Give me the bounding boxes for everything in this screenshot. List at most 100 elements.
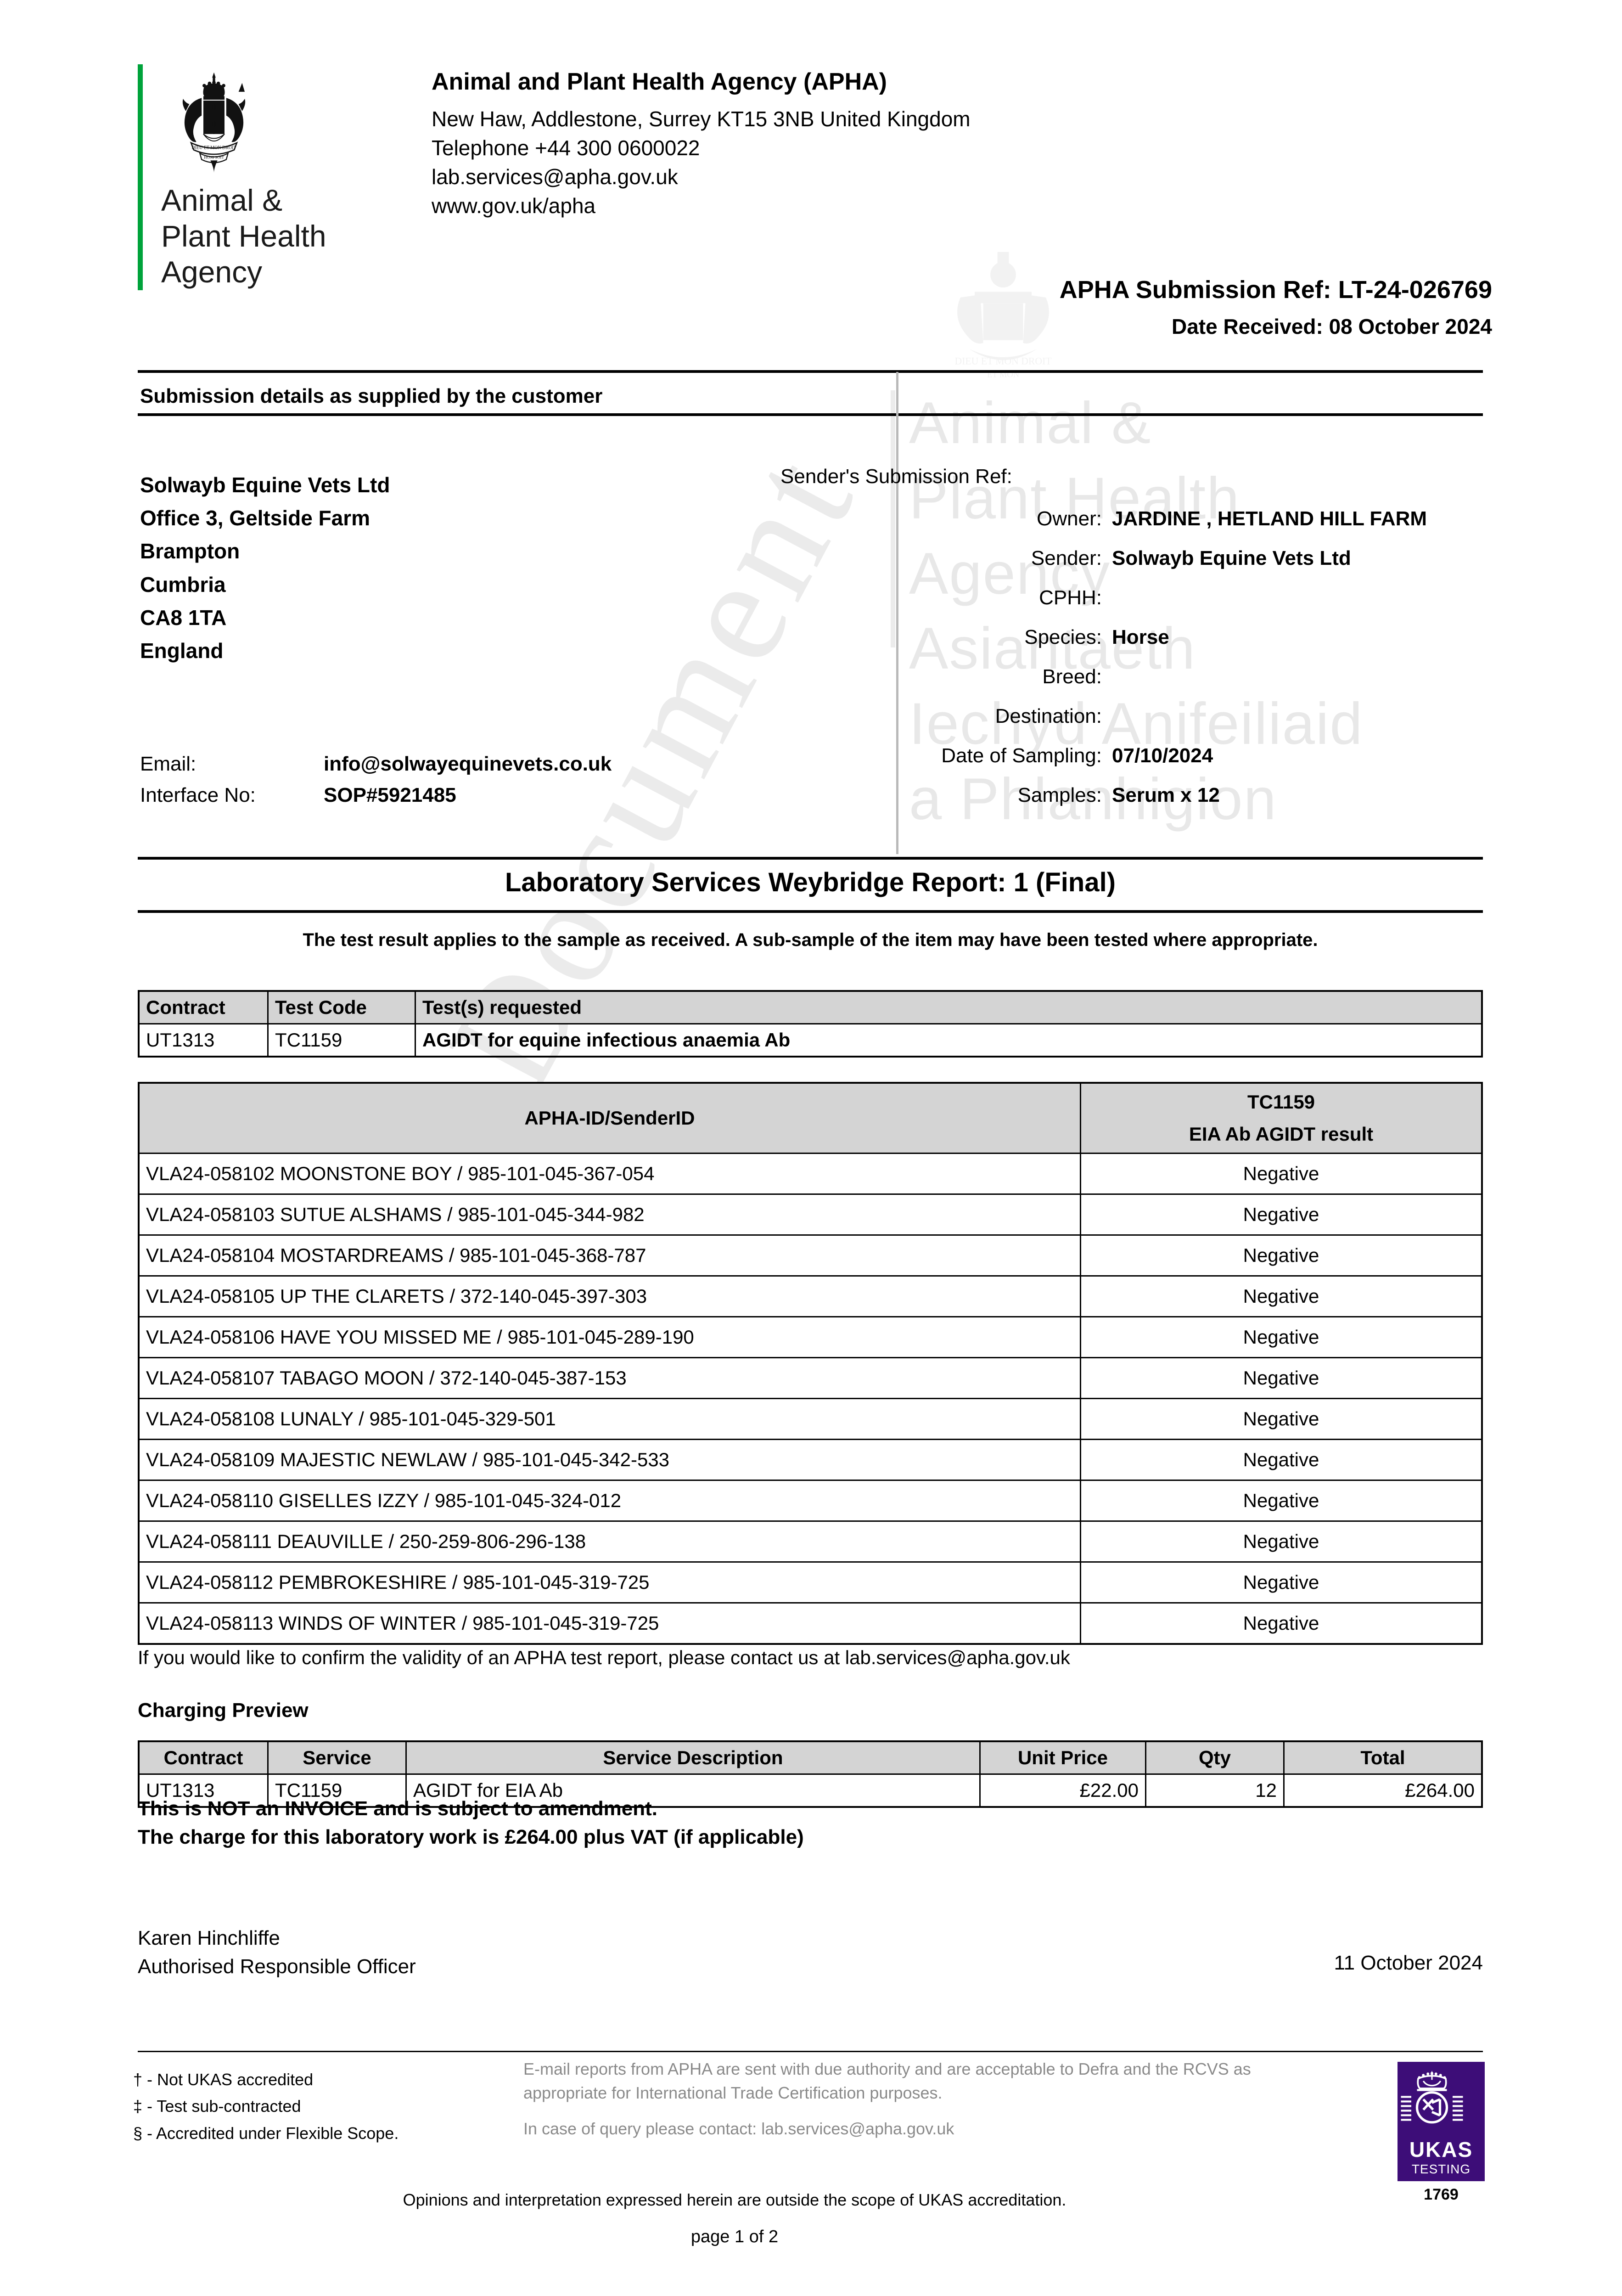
table-row: VLA24-058112 PEMBROKESHIRE / 985-101-045… xyxy=(138,1561,1483,1604)
results-table: APHA-ID/SenderID TC1159 EIA Ab AGIDT res… xyxy=(138,1082,1483,1645)
cell-sample-id: VLA24-058110 GISELLES IZZY / 985-101-045… xyxy=(138,1480,1081,1522)
table-row: UT1313 TC1159 AGIDT for equine infectiou… xyxy=(138,1023,1483,1058)
logo-accent-bar xyxy=(138,64,143,290)
ukas-crown-icon xyxy=(1401,2071,1463,2124)
logo-wordmark: Animal & Plant Health Agency xyxy=(161,183,326,289)
notice-line-2: The charge for this laboratory work is £… xyxy=(138,1826,804,1849)
table-header-row: Contract Test Code Test(s) requested xyxy=(138,990,1483,1024)
cell-unit-price: £22.00 xyxy=(979,1773,1146,1808)
footnote-item: ‡ - Test sub-contracted xyxy=(133,2097,301,2116)
signoff-date: 11 October 2024 xyxy=(1334,1952,1483,1974)
detail-label: CPHH: xyxy=(1039,586,1102,609)
col-apha-id: APHA-ID/SenderID xyxy=(138,1082,1081,1154)
cell-contract: UT1313 xyxy=(138,1773,269,1808)
cell-sample-id: VLA24-058102 MOONSTONE BOY / 985-101-045… xyxy=(138,1153,1081,1195)
agency-address: New Haw, Addlestone, Surrey KT15 3NB Uni… xyxy=(432,107,971,131)
col-service: Service xyxy=(267,1740,407,1775)
submission-details-list: Sender's Submission Ref: Owner: JARDINE ,… xyxy=(780,467,1483,825)
cell-result: Negative xyxy=(1080,1193,1483,1236)
table-row: VLA24-058109 MAJESTIC NEWLAW / 985-101-0… xyxy=(138,1439,1483,1481)
customer-address-line: Solwayb Equine Vets Ltd xyxy=(140,473,390,497)
agency-telephone: Telephone +44 300 0600022 xyxy=(432,136,700,160)
cell-qty: 12 xyxy=(1145,1773,1285,1808)
cell-sample-id: VLA24-058104 MOSTARDREAMS / 985-101-045-… xyxy=(138,1234,1081,1277)
col-test-code: Test Code xyxy=(267,990,416,1024)
table-row: UT1313 TC1159 AGIDT for EIA Ab £22.00 12… xyxy=(138,1773,1483,1808)
table-row: VLA24-058106 HAVE YOU MISSED ME / 985-10… xyxy=(138,1316,1483,1358)
officer-role: Authorised Responsible Officer xyxy=(138,1955,416,1978)
col-contract: Contract xyxy=(138,1740,269,1775)
svg-text:DIEU ET MON DROIT: DIEU ET MON DROIT xyxy=(954,356,1051,367)
result-col-code: TC1159 xyxy=(1247,1091,1315,1113)
ukas-subtitle: TESTING xyxy=(1411,2162,1471,2176)
col-qty: Qty xyxy=(1145,1740,1285,1775)
detail-label: Sender: xyxy=(1031,547,1102,569)
customer-address-line: CA8 1TA xyxy=(140,605,227,630)
detail-value-owner: JARDINE , HETLAND HILL FARM xyxy=(1112,507,1427,530)
submission-ref-block: APHA Submission Ref: LT-24-026769 Date R… xyxy=(849,276,1492,339)
customer-address-line: Brampton xyxy=(140,539,240,563)
detail-label: Samples: xyxy=(1017,784,1102,806)
cell-total: £264.00 xyxy=(1283,1773,1483,1808)
page-number: page 1 of 2 xyxy=(690,2227,779,2246)
detail-value-samples: Serum x 12 xyxy=(1112,784,1220,806)
col-tests-requested: Test(s) requested xyxy=(415,990,1483,1024)
table-row: VLA24-058104 MOSTARDREAMS / 985-101-045-… xyxy=(138,1234,1483,1277)
col-test-result: TC1159 EIA Ab AGIDT result xyxy=(1080,1082,1483,1154)
cell-service: TC1159 xyxy=(267,1773,407,1808)
officer-name: Karen Hinchliffe xyxy=(138,1927,280,1949)
submission-divider xyxy=(138,413,1483,416)
cell-result: Negative xyxy=(1080,1398,1483,1440)
ukas-number: 1769 xyxy=(1424,2186,1459,2203)
report-divider-top xyxy=(138,857,1483,860)
email-label: Email: xyxy=(140,753,196,775)
detail-label: Species: xyxy=(1024,626,1102,648)
table-row: VLA24-058110 GISELLES IZZY / 985-101-045… xyxy=(138,1480,1483,1522)
detail-value-sampling-date: 07/10/2024 xyxy=(1112,744,1213,767)
senders-ref-label: Sender's Submission Ref: xyxy=(780,465,1012,488)
cell-result: Negative xyxy=(1080,1439,1483,1481)
cell-result: Negative xyxy=(1080,1316,1483,1358)
svg-text:HONI SOIT: HONI SOIT xyxy=(204,155,224,160)
submission-ref: APHA Submission Ref: LT-24-026769 xyxy=(1059,276,1492,304)
royal-coat-of-arms-icon: DIEU ET MON DROIT HONI SOIT xyxy=(182,72,246,173)
cell-result: Negative xyxy=(1080,1357,1483,1399)
footer-divider xyxy=(138,2051,1483,2052)
agency-website: www.gov.uk/apha xyxy=(432,194,596,218)
agency-email: lab.services@apha.gov.uk xyxy=(432,165,678,189)
charging-preview-table: Contract Service Service Description Uni… xyxy=(138,1740,1483,1808)
cell-sample-id: VLA24-058109 MAJESTIC NEWLAW / 985-101-0… xyxy=(138,1439,1081,1481)
tests-requested-table: Contract Test Code Test(s) requested UT1… xyxy=(138,990,1483,1058)
date-received: Date Received: 08 October 2024 xyxy=(1171,315,1492,338)
cell-description: AGIDT for EIA Ab xyxy=(405,1773,981,1808)
footnote-legend: † - Not UKAS accredited ‡ - Test sub-con… xyxy=(133,2066,398,2147)
footer-notice: E-mail reports from APHA are sent with d… xyxy=(523,2057,1276,2153)
apha-logo: DIEU ET MON DROIT HONI SOIT Animal & Pla… xyxy=(138,64,432,290)
footnote-item: § - Accredited under Flexible Scope. xyxy=(133,2123,399,2143)
interface-label: Interface No: xyxy=(140,784,256,807)
col-service-description: Service Description xyxy=(405,1740,981,1775)
cell-contract: UT1313 xyxy=(138,1023,269,1058)
document-header: DIEU ET MON DROIT HONI SOIT Animal & Pla… xyxy=(138,64,971,290)
footer-notice-para: E-mail reports from APHA are sent with d… xyxy=(523,2060,1251,2103)
cell-sample-id: VLA24-058105 UP THE CLARETS / 372-140-04… xyxy=(138,1275,1081,1317)
ukas-wordmark: UKAS xyxy=(1409,2138,1473,2161)
col-total: Total xyxy=(1283,1740,1483,1775)
report-divider-bottom xyxy=(138,910,1483,913)
table-row: VLA24-058105 UP THE CLARETS / 372-140-04… xyxy=(138,1275,1483,1317)
email-value: info@solwayequinevets.co.uk xyxy=(324,753,612,775)
detail-value-species: Horse xyxy=(1112,626,1169,648)
table-row: VLA24-058107 TABAGO MOON / 372-140-045-3… xyxy=(138,1357,1483,1399)
cell-sample-id: VLA24-058108 LUNALY / 985-101-045-329-50… xyxy=(138,1398,1081,1440)
cell-sample-id: VLA24-058113 WINDS OF WINTER / 985-101-0… xyxy=(138,1602,1081,1645)
cell-sample-id: VLA24-058103 SUTUE ALSHAMS / 985-101-045… xyxy=(138,1193,1081,1236)
customer-address: Solwayb Equine Vets Ltd Office 3, Geltsi… xyxy=(140,468,390,667)
table-row: VLA24-058111 DEAUVILLE / 250-259-806-296… xyxy=(138,1520,1483,1563)
table-row: VLA24-058108 LUNALY / 985-101-045-329-50… xyxy=(138,1398,1483,1440)
cell-result: Negative xyxy=(1080,1602,1483,1645)
customer-contact: Email: info@solwayequinevets.co.uk Interf… xyxy=(140,748,612,811)
detail-label: Destination: xyxy=(995,705,1102,727)
opinions-disclaimer: Opinions and interpretation expressed he… xyxy=(403,2190,1066,2209)
ukas-accreditation-logo: UKAS TESTING 1769 xyxy=(1398,2062,1485,2204)
